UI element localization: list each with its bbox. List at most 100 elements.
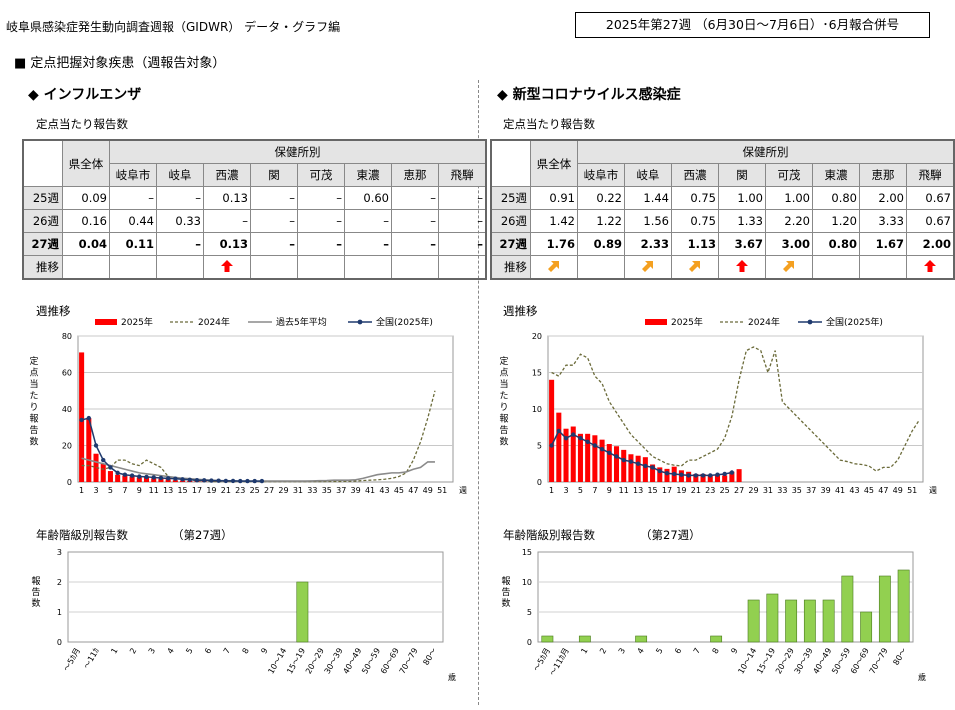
x-tick-label: 3: [617, 647, 627, 656]
national-point: [180, 477, 185, 482]
bar-2025: [86, 418, 92, 482]
section-title: ■ 定点把握対象疾患（週報告対象）: [14, 56, 226, 71]
cell-value: –: [156, 232, 204, 256]
x-tick-label: 51: [907, 486, 917, 495]
x-axis-label: 歳: [918, 672, 926, 682]
bar-2025: [115, 474, 121, 482]
y-axis-label-char: 数: [31, 597, 40, 609]
x-tick-label: 45: [864, 486, 874, 495]
x-tick-label: 21: [691, 486, 701, 495]
cell-value: 1.44: [624, 186, 672, 210]
national-point: [672, 471, 677, 477]
bar-2025: [570, 426, 576, 482]
bar-2025: [722, 475, 728, 482]
y-tick-label: 0: [537, 478, 542, 487]
trend-cell: [391, 255, 439, 280]
influenza-title: ◆ インフルエンザ: [28, 87, 142, 103]
trend-cell: [203, 255, 251, 280]
national-point: [101, 457, 106, 463]
trend-cell: [250, 255, 298, 280]
national-point: [202, 478, 207, 483]
x-tick-label: 3: [147, 647, 157, 656]
national-point: [259, 478, 265, 484]
national-point: [165, 476, 171, 481]
trend-cell: [671, 255, 719, 280]
bar-2025: [642, 457, 648, 482]
trend-cell: [62, 255, 110, 280]
x-axis-label: 週: [929, 486, 937, 495]
national-point: [693, 473, 699, 478]
x-tick-label: 47: [878, 486, 888, 495]
bar-2025: [613, 446, 620, 482]
trend-cell: [577, 255, 625, 280]
y-tick-label: 60: [62, 369, 72, 378]
x-tick-label: 31: [763, 486, 773, 495]
age-bar: [541, 635, 554, 643]
x-tick-label: 11: [619, 486, 629, 495]
x-tick-label: 37: [806, 486, 816, 495]
influenza-table-title: 定点当たり報告数: [36, 117, 128, 131]
x-tick-label: 35: [792, 486, 802, 495]
x-tick-label: 5: [108, 486, 113, 495]
national-point: [592, 443, 598, 448]
series-line-2024: [551, 346, 920, 472]
y-tick-label: 2: [57, 578, 62, 587]
bar-2025: [79, 352, 85, 482]
x-tick-label: 35: [322, 486, 332, 495]
table-corner: [23, 140, 63, 164]
document-title: 岐阜県感染症発生動向調査週報（GIDWR） データ・グラフ編: [6, 20, 341, 34]
x-tick-label: 27: [264, 486, 274, 495]
cell-value: 1.13: [671, 232, 719, 256]
age-bar: [747, 599, 760, 643]
x-tick-label: 15: [647, 486, 657, 495]
row-week-label: 27週: [22, 232, 63, 256]
x-tick-label: 4: [636, 647, 646, 656]
x-tick-label: 17: [192, 486, 202, 495]
x-tick-label: 1: [549, 486, 554, 495]
header-center: 関: [718, 163, 766, 187]
x-tick-label: 7: [222, 647, 232, 656]
x-tick-label: 13: [633, 486, 643, 495]
x-tick-label: 25: [720, 486, 730, 495]
y-tick-label: 0: [57, 638, 62, 647]
cell-value: 3.67: [718, 232, 766, 256]
national-point: [664, 471, 670, 476]
y-tick-label: 10: [532, 405, 542, 414]
x-tick-label: 49: [423, 486, 433, 495]
cell-value: 1.33: [718, 209, 766, 233]
cell-value: –: [297, 186, 345, 210]
covid-report-table: 県全体 保健所別 岐阜市 岐阜 西濃関可茂 東濃 恵那 飛騨 25週 0.91 0.22 1.44 0.…: [490, 139, 955, 280]
y-axis-label-char: 告: [29, 424, 38, 436]
bar-2025: [172, 480, 178, 482]
x-tick-label: 3: [93, 486, 98, 495]
x-tick-label: 45: [394, 486, 404, 495]
trend-cell: [906, 255, 955, 280]
trend-cell: [344, 255, 392, 280]
cell-value: 1.22: [577, 209, 625, 233]
x-tick-label: 1: [109, 647, 119, 656]
x-tick-label: 5: [184, 647, 194, 656]
y-axis-label-char: 数: [29, 436, 38, 448]
national-point: [194, 477, 200, 483]
y-tick-label: 15: [532, 369, 542, 378]
x-axis-label: 週: [459, 486, 467, 495]
x-tick-label: 49: [893, 486, 903, 495]
covid-age-title: 年齢階級別報告数: [503, 528, 595, 542]
x-tick-label: 70～79: [398, 647, 420, 676]
influenza-age-week: （第27週）: [172, 528, 233, 542]
national-point: [93, 443, 99, 448]
trend-label: 推移: [490, 255, 531, 280]
header-center: 飛騨: [438, 163, 487, 187]
bar-2025: [585, 433, 591, 482]
x-tick-label: 47: [408, 486, 418, 495]
covid-age-week: （第27週）: [640, 528, 701, 542]
cell-value: –: [391, 232, 439, 256]
x-tick-label: 33: [307, 486, 317, 495]
x-tick-label: 8: [241, 647, 251, 656]
cell-value: 0.22: [577, 186, 625, 210]
trend-up-arrow-icon: [736, 259, 748, 272]
national-point: [679, 472, 684, 477]
y-tick-label: 0: [527, 638, 532, 647]
